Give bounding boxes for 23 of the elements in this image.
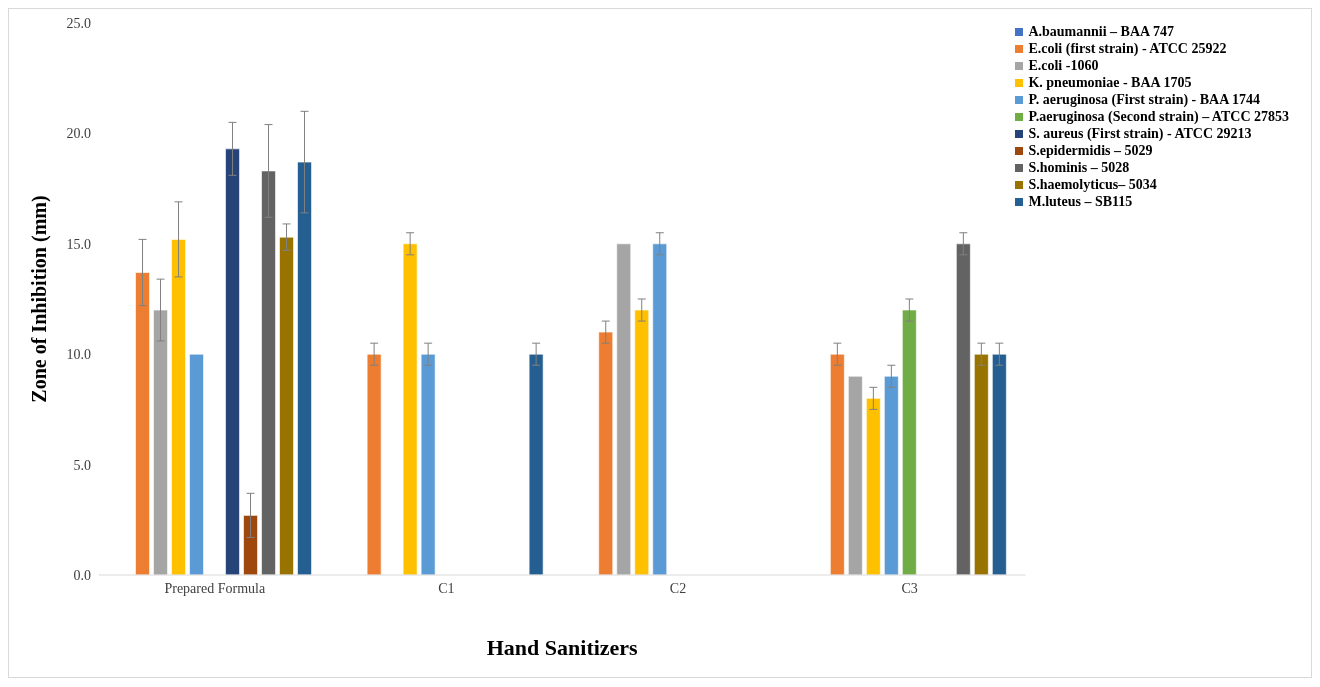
legend-label: A.baumannii – BAA 747 — [1028, 23, 1174, 40]
x-tick-label: C2 — [669, 580, 687, 596]
x-axis-title: Hand Sanitizers — [486, 635, 639, 660]
legend-label: S.epidermidis – 5029 — [1028, 142, 1153, 159]
x-tick-label: C1 — [438, 580, 455, 596]
y-tick-label: 5.0 — [73, 457, 91, 473]
y-axis-title: Zone of Inhibition (mm) — [28, 195, 52, 403]
legend-label: M.luteus – SB115 — [1028, 193, 1133, 210]
legend-label: E.coli (first strain) - ATCC 25922 — [1028, 40, 1227, 57]
legend-label: P. aeruginosa (First strain) - BAA 1744 — [1028, 91, 1261, 108]
legend-label: P.aeruginosa (Second strain) – ATCC 27853 — [1028, 108, 1289, 125]
legend-label: S. aureus (First strain) - ATCC 29213 — [1028, 125, 1252, 142]
y-tick-label: 0.0 — [73, 567, 91, 583]
y-tick-label: 15.0 — [66, 236, 91, 252]
legend-label: S.haemolyticus– 5034 — [1028, 176, 1157, 193]
x-tick-label: Prepared Formula — [164, 580, 266, 596]
y-tick-label: 10.0 — [66, 347, 91, 363]
legend-label: K. pneumoniae - BAA 1705 — [1028, 74, 1192, 91]
legend-label: E.coli -1060 — [1028, 57, 1099, 74]
y-tick-label: 20.0 — [66, 126, 91, 142]
legend-label: S.hominis – 5028 — [1028, 159, 1130, 176]
y-tick-label: 25.0 — [66, 15, 91, 31]
x-tick-label: C3 — [901, 580, 918, 596]
